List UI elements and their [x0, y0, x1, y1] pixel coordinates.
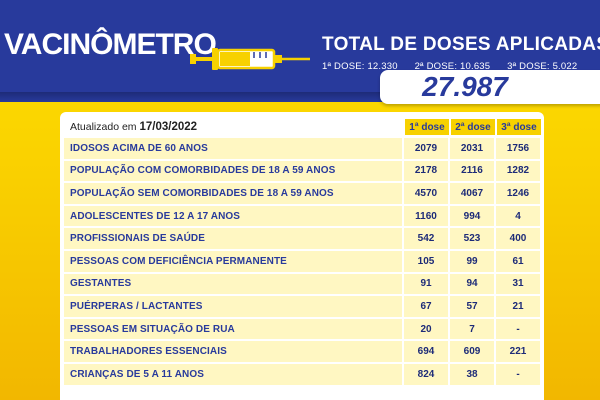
total-box: 27.987 — [380, 70, 600, 104]
total-title: TOTAL DE DOSES APLICADAS — [322, 34, 600, 55]
table-row: POPULAÇÃO COM COMORBIDADES DE 18 A 59 AN… — [64, 160, 542, 182]
table-row: TRABALHADORES ESSENCIAIS 694 609 221 — [64, 341, 542, 362]
total-value: 27.987 — [422, 71, 508, 102]
row-label: IDOSOS ACIMA DE 60 ANOS — [64, 138, 404, 159]
header-stripe — [0, 92, 600, 102]
dose2-value: 2031 — [450, 138, 496, 159]
dose2-value: 57 — [450, 296, 496, 317]
row-label: GESTANTES — [64, 273, 404, 295]
syringe-icon — [190, 48, 310, 70]
dose1-value: 91 — [404, 273, 450, 295]
dose3-value: 31 — [496, 273, 542, 295]
dose3-value: 221 — [496, 341, 542, 362]
updated-label: Atualizado em — [70, 121, 137, 133]
updated-date: 17/03/2022 — [139, 121, 198, 133]
row-label: POPULAÇÃO COM COMORBIDADES DE 18 A 59 AN… — [64, 160, 404, 182]
dose3-value: 61 — [496, 250, 542, 272]
dose3-value: 21 — [496, 296, 542, 317]
dose1-value: 1160 — [404, 205, 450, 227]
row-label: PESSOAS COM DEFICIÊNCIA PERMANENTE — [64, 250, 404, 272]
dose2-value: 99 — [450, 250, 496, 272]
row-label: PROFISSIONAIS DE SAÚDE — [64, 228, 404, 249]
table-row: IDOSOS ACIMA DE 60 ANOS 2079 2031 1756 — [64, 138, 542, 159]
dose-table: Atualizado em 17/03/2022 1ª dose 2ª dose… — [64, 116, 542, 387]
dose2-value: 4067 — [450, 183, 496, 204]
dose1-value: 694 — [404, 341, 450, 362]
column-header-dose2: 2ª dose — [450, 118, 496, 136]
dose1-value: 2079 — [404, 138, 450, 159]
row-label: ADOLESCENTES DE 12 A 17 ANOS — [64, 205, 404, 227]
dose-summary-1: 1ª DOSE: 12.330 — [322, 61, 398, 72]
table-body: IDOSOS ACIMA DE 60 ANOS 2079 2031 1756 POPUL… — [64, 138, 542, 385]
dose1-value: 824 — [404, 363, 450, 385]
column-header-dose3: 3ª dose — [496, 118, 542, 136]
dose3-value: 1282 — [496, 160, 542, 182]
dose2-value: 2116 — [450, 160, 496, 182]
dose2-value: 7 — [450, 318, 496, 340]
dose3-value: 1756 — [496, 138, 542, 159]
table-row: GESTANTES 91 94 31 — [64, 273, 542, 295]
total-title-block: TOTAL DE DOSES APLICADAS 1ª DOSE: 12.330… — [322, 34, 600, 72]
table-header-row: Atualizado em 17/03/2022 1ª dose 2ª dose… — [64, 118, 542, 136]
row-label: TRABALHADORES ESSENCIAIS — [64, 341, 404, 362]
dose2-value: 38 — [450, 363, 496, 385]
dose-summary: 1ª DOSE: 12.330 2ª DOSE: 10.635 3ª DOSE:… — [322, 61, 600, 72]
dose2-value: 994 — [450, 205, 496, 227]
dose3-value: 400 — [496, 228, 542, 249]
dose1-value: 105 — [404, 250, 450, 272]
dose-summary-2: 2ª DOSE: 10.635 — [414, 61, 491, 72]
column-header-dose1: 1ª dose — [404, 118, 450, 136]
dose1-value: 2178 — [404, 160, 450, 182]
row-label: POPULAÇÃO SEM COMORBIDADES DE 18 A 59 AN… — [64, 183, 404, 204]
row-label: PESSOAS EM SITUAÇÃO DE RUA — [64, 318, 404, 340]
table-row: ADOLESCENTES DE 12 A 17 ANOS 1160 994 4 — [64, 205, 542, 227]
row-label: PUÉRPERAS / LACTANTES — [64, 296, 404, 317]
table-row: PROFISSIONAIS DE SAÚDE 542 523 400 — [64, 228, 542, 249]
dose-summary-3: 3ª DOSE: 5.022 — [507, 61, 578, 72]
row-label: CRIANÇAS DE 5 A 11 ANOS — [64, 363, 404, 385]
dose2-value: 94 — [450, 273, 496, 295]
dose2-value: 523 — [450, 228, 496, 249]
logo-text: VACINÔMETRO — [4, 28, 217, 61]
dose3-value: - — [496, 363, 542, 385]
dose2-value: 609 — [450, 341, 496, 362]
dose1-value: 20 — [404, 318, 450, 340]
dose3-value: 4 — [496, 205, 542, 227]
table-row: PESSOAS EM SITUAÇÃO DE RUA 20 7- — [64, 318, 542, 340]
dose1-value: 67 — [404, 296, 450, 317]
table-row: CRIANÇAS DE 5 A 11 ANOS 824 38- — [64, 363, 542, 385]
dose1-value: 4570 — [404, 183, 450, 204]
table-row: POPULAÇÃO SEM COMORBIDADES DE 18 A 59 AN… — [64, 183, 542, 204]
table-row: PUÉRPERAS / LACTANTES 67 57 21 — [64, 296, 542, 317]
dose3-value: - — [496, 318, 542, 340]
updated-cell: Atualizado em 17/03/2022 — [64, 118, 404, 136]
dose3-value: 1246 — [496, 183, 542, 204]
dose1-value: 542 — [404, 228, 450, 249]
table-card: Atualizado em 17/03/2022 1ª dose 2ª dose… — [60, 112, 544, 400]
table-row: PESSOAS COM DEFICIÊNCIA PERMANENTE 105 99 6… — [64, 250, 542, 272]
